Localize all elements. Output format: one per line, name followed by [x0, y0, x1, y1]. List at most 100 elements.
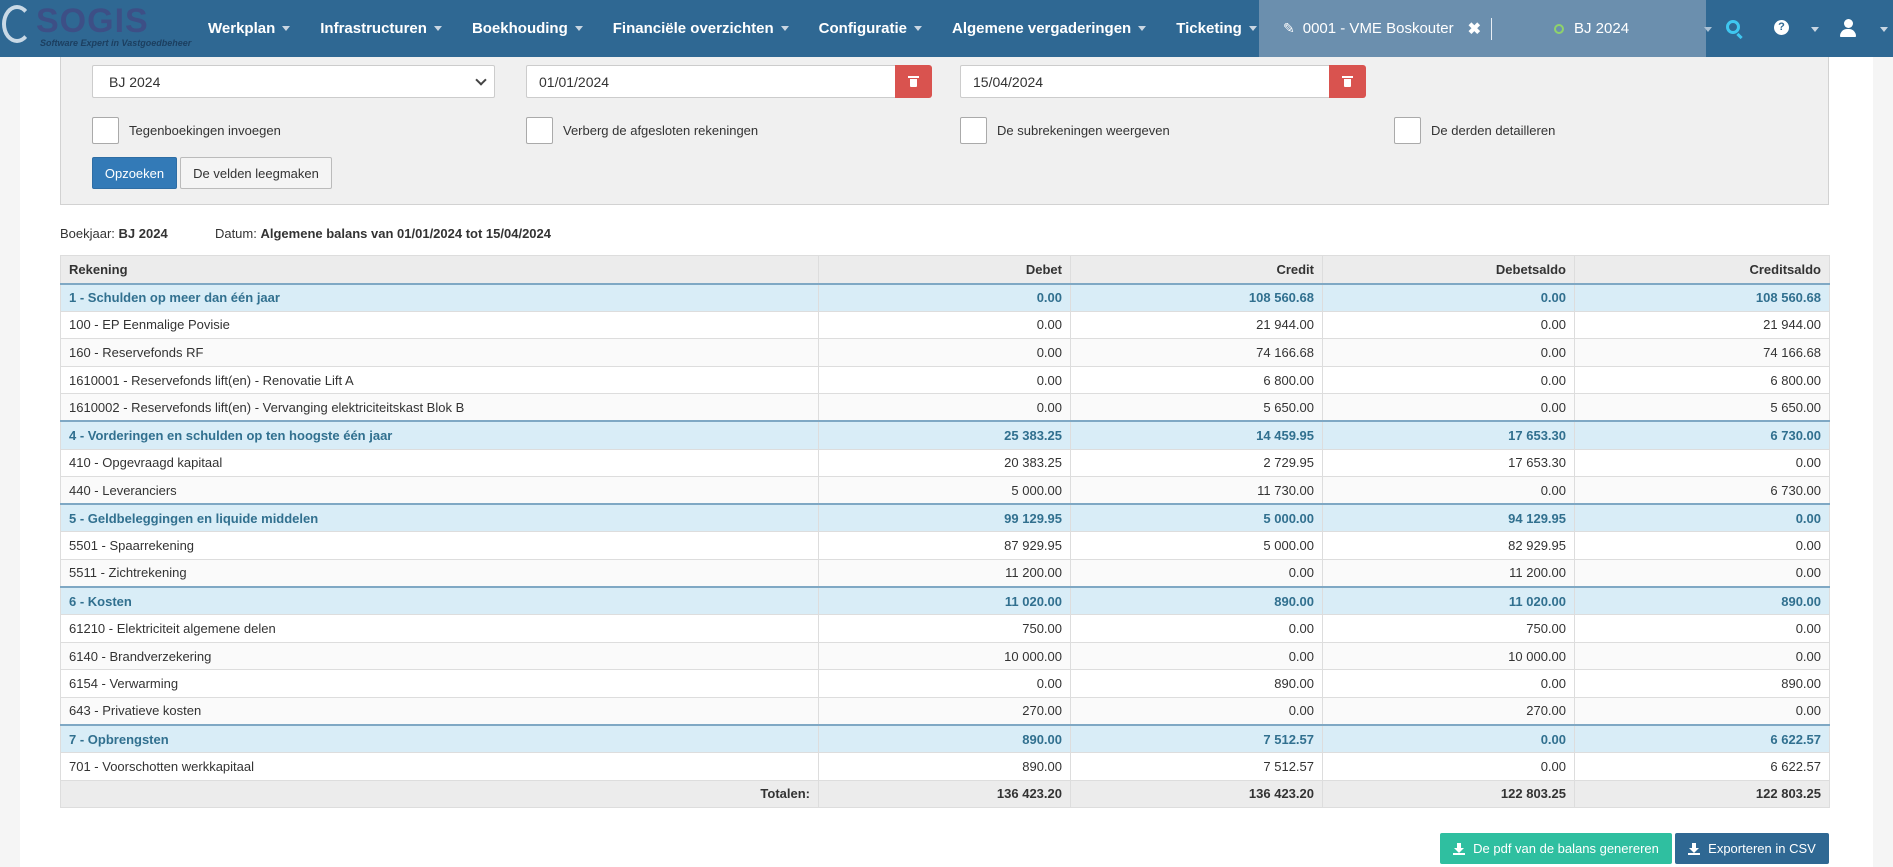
cell-amount: 0.00: [1322, 476, 1575, 505]
pencil-icon[interactable]: ✎: [1283, 20, 1295, 36]
clear-date-from-button[interactable]: [895, 65, 932, 98]
nav-infrastructuren[interactable]: Infrastructuren: [305, 0, 457, 57]
fiscal-year-select[interactable]: BJ 2024: [92, 65, 495, 98]
cell-account: 6 - Kosten: [60, 586, 819, 616]
search-icon[interactable]: [1726, 20, 1740, 34]
trash-lid: [1342, 76, 1353, 78]
cell-amount: 0.00: [1322, 365, 1575, 395]
cell-amount: 108 560.68: [1574, 282, 1830, 312]
cell-amount: 750.00: [1322, 614, 1575, 643]
cell-amount: 94 129.95: [1322, 503, 1575, 533]
date-to-value: 15/04/2024: [973, 73, 1044, 90]
fiscal-year-selector[interactable]: BJ 2024: [1554, 0, 1629, 57]
nav-label: Werkplan: [208, 20, 276, 37]
logo-ring-icon: [2, 5, 32, 43]
nav-algemene-vergaderingen[interactable]: Algemene vergaderingen: [937, 0, 1161, 57]
cell-account: 410 - Opgevraagd kapitaal: [60, 448, 819, 478]
checkbox-box[interactable]: [526, 117, 553, 144]
checkbox-box[interactable]: [960, 117, 987, 144]
cell-amount: 74 166.68: [1070, 338, 1323, 367]
cell-amount: 7 512.57: [1070, 752, 1323, 781]
date-from-input[interactable]: 01/01/2024: [526, 65, 896, 98]
fiscal-year-label: BJ 2024: [1574, 20, 1630, 37]
divider: [1491, 18, 1492, 40]
cell-account: 1 - Schulden op meer dan één jaar: [60, 282, 819, 312]
cell-account: 701 - Voorschotten werkkapitaal: [60, 752, 819, 781]
cell-amount: 11 730.00: [1070, 476, 1323, 505]
nav-financiele-overzichten[interactable]: Financiële overzichten: [598, 0, 804, 57]
cell-amount: 5 000.00: [1070, 531, 1323, 560]
nav-label: Financiële overzichten: [612, 20, 774, 37]
nav-label: Boekhouding: [471, 20, 568, 37]
cell-amount: 5 000.00: [1070, 503, 1323, 533]
clear-fields-button[interactable]: De velden leegmaken: [180, 157, 332, 189]
cell-amount: 890.00: [1574, 669, 1830, 698]
totals-credit: 136 423.20: [1070, 779, 1323, 809]
nav-label: Ticketing: [1176, 20, 1242, 37]
header-rekening[interactable]: Rekening: [60, 255, 819, 284]
cell-account: 100 - EP Eenmalige Povisie: [60, 310, 819, 340]
checkbox-box[interactable]: [92, 117, 119, 144]
caret-down-icon[interactable]: [1880, 27, 1888, 32]
checkbox-label: De derden detailleren: [1431, 123, 1556, 138]
close-icon[interactable]: ✖: [1467, 20, 1482, 38]
balance-table-wrap: Rekening Debet Credit Debetsaldo Credits…: [60, 255, 1830, 809]
checkbox-derden-detailleren[interactable]: De derden detailleren: [1394, 117, 1555, 144]
top-navbar: SOGIS Software Expert in Vastgoedbeheer …: [0, 0, 1893, 57]
cell-amount: 0.00: [1574, 448, 1830, 478]
cell-amount: 2 729.95: [1070, 448, 1323, 478]
cell-amount: 890.00: [818, 752, 1071, 781]
nav-werkplan[interactable]: Werkplan: [193, 0, 305, 57]
cell-amount: 17 653.30: [1322, 448, 1575, 478]
totals-row: Totalen: 136 423.20 136 423.20 122 803.2…: [60, 779, 1830, 809]
header-creditsaldo[interactable]: Creditsaldo: [1574, 255, 1830, 284]
header-credit[interactable]: Credit: [1070, 255, 1323, 284]
cell-amount: 0.00: [1070, 614, 1323, 643]
checkbox-tegenboekingen[interactable]: Tegenboekingen invoegen: [92, 117, 281, 144]
cell-amount: 25 383.25: [818, 420, 1071, 450]
cell-account: 6140 - Brandverzekering: [60, 641, 819, 671]
caret-down-icon[interactable]: [1704, 27, 1712, 32]
checkbox-verberg-afgesloten[interactable]: Verberg de afgesloten rekeningen: [526, 117, 758, 144]
nav-configuratie[interactable]: Configuratie: [804, 0, 937, 57]
cell-amount: 0.00: [1322, 724, 1575, 754]
table-row: 6154 - Verwarming 0.00 890.00 0.00 890.00: [60, 669, 1830, 698]
table-group-row: 7 - Opbrengsten 890.00 7 512.57 0.00 6 622.5…: [60, 724, 1830, 754]
nav-ticketing[interactable]: Ticketing: [1161, 0, 1272, 57]
header-debetsaldo[interactable]: Debetsaldo: [1322, 255, 1575, 284]
cell-account: 160 - Reservefonds RF: [60, 338, 819, 367]
checkbox-label: Tegenboekingen invoegen: [129, 123, 281, 138]
checkbox-subrekeningen[interactable]: De subrekeningen weergeven: [960, 117, 1170, 144]
page-gutter-left: [0, 57, 20, 867]
brand-tagline: Software Expert in Vastgoedbeheer: [40, 38, 192, 48]
pdf-button-label: De pdf van de balans genereren: [1473, 841, 1659, 856]
cell-amount: 890.00: [1070, 586, 1323, 616]
search-button[interactable]: Opzoeken: [92, 157, 177, 189]
trash-can: [910, 79, 917, 87]
cell-amount: 11 020.00: [1322, 586, 1575, 616]
export-csv-button[interactable]: Exporteren in CSV: [1675, 833, 1829, 864]
user-icon[interactable]: [1840, 19, 1856, 37]
clear-date-to-button[interactable]: [1329, 65, 1366, 98]
cell-amount: 11 200.00: [1322, 558, 1575, 588]
table-row: 160 - Reservefonds RF 0.00 74 166.68 0.00 74…: [60, 338, 1830, 367]
cell-amount: 0.00: [1322, 393, 1575, 422]
date-to-input[interactable]: 15/04/2024: [960, 65, 1330, 98]
date-from-value: 01/01/2024: [539, 73, 610, 90]
generate-pdf-button[interactable]: De pdf van de balans genereren: [1440, 833, 1672, 864]
caret-down-icon[interactable]: [1811, 27, 1819, 32]
vme-selector[interactable]: ✎ 0001 - VME Boskouter ✖: [1283, 0, 1481, 57]
cell-amount: 82 929.95: [1322, 531, 1575, 560]
cell-amount: 99 129.95: [818, 503, 1071, 533]
checkbox-box[interactable]: [1394, 117, 1421, 144]
checkbox-label: De subrekeningen weergeven: [997, 123, 1170, 138]
caret-down-icon: [780, 26, 789, 31]
brand-logo[interactable]: SOGIS Software Expert in Vastgoedbeheer: [0, 0, 200, 57]
datum-value: Algemene balans van 01/01/2024 tot 15/04…: [260, 226, 551, 241]
nav-boekhouding[interactable]: Boekhouding: [457, 0, 598, 57]
table-row: 5511 - Zichtrekening 11 200.00 0.00 11 200.…: [60, 558, 1830, 588]
table-group-row: 5 - Geldbeleggingen en liquide middelen 9…: [60, 503, 1830, 533]
help-icon[interactable]: ?: [1774, 20, 1789, 35]
cell-amount: 0.00: [1322, 310, 1575, 340]
header-debet[interactable]: Debet: [818, 255, 1071, 284]
